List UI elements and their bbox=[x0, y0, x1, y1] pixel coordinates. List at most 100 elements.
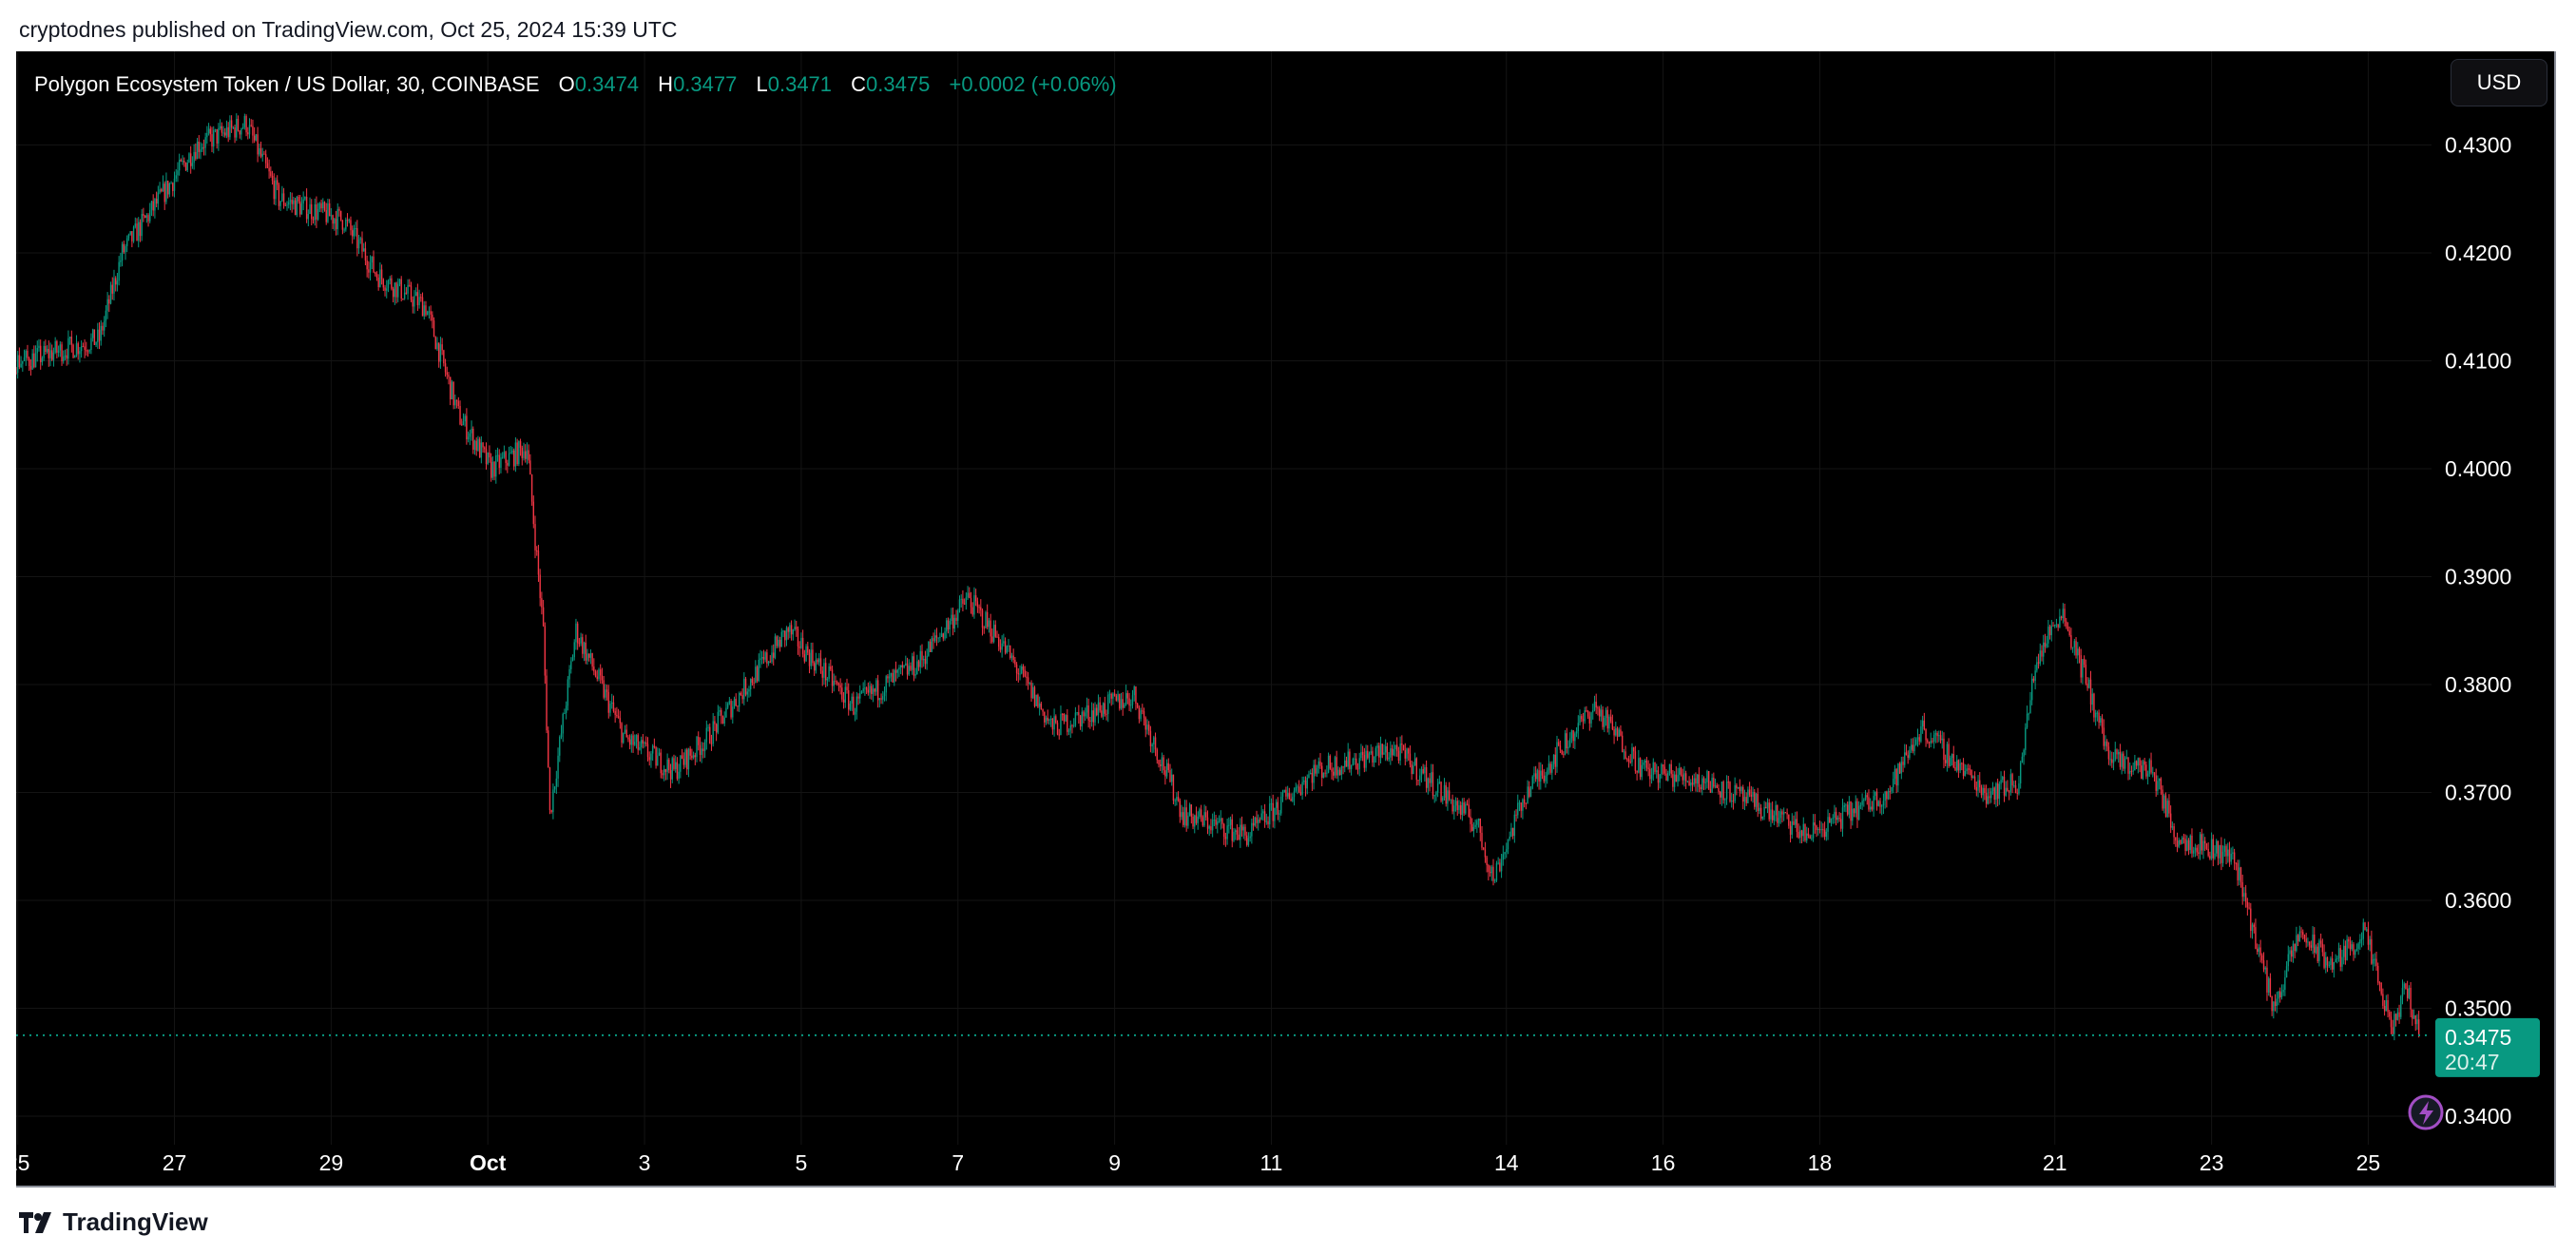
candle-body bbox=[2032, 678, 2035, 682]
candle-body bbox=[2289, 950, 2291, 955]
candle-body bbox=[2100, 718, 2102, 724]
candle-body bbox=[2346, 938, 2348, 960]
candle-body bbox=[1267, 821, 1269, 825]
candle-body bbox=[1657, 770, 1660, 783]
candle-body bbox=[1032, 686, 1034, 699]
candle-body bbox=[1754, 791, 1756, 807]
candle-body bbox=[1110, 693, 1112, 699]
candle-body bbox=[2377, 965, 2379, 983]
x-tick-label: 25 bbox=[2356, 1150, 2381, 1175]
candle-body bbox=[526, 450, 529, 459]
candle-body bbox=[507, 462, 509, 466]
candle-body bbox=[1781, 811, 1783, 815]
candle-body bbox=[420, 297, 422, 299]
candle-body bbox=[237, 118, 240, 131]
candle-body bbox=[913, 656, 915, 676]
candle-body bbox=[1128, 698, 1130, 706]
candle-body bbox=[1641, 764, 1643, 778]
candle-body bbox=[1454, 801, 1457, 806]
candle-body bbox=[421, 297, 424, 317]
candle-body bbox=[511, 450, 513, 454]
candle-body bbox=[1968, 768, 1970, 770]
candle-body bbox=[955, 617, 957, 622]
candle-body bbox=[2348, 938, 2350, 942]
candle-body bbox=[279, 201, 281, 206]
candle-body bbox=[186, 162, 188, 171]
candle-body bbox=[2083, 659, 2086, 666]
candle-body bbox=[1472, 826, 1475, 831]
candle-body bbox=[2387, 1000, 2389, 1013]
candle-body bbox=[400, 279, 402, 299]
candle-body bbox=[2094, 712, 2097, 718]
candle-body bbox=[291, 200, 293, 204]
candle-body bbox=[587, 653, 590, 658]
candle-body bbox=[288, 202, 290, 205]
candle-body bbox=[653, 745, 656, 747]
candle-body bbox=[257, 134, 259, 155]
candle-body bbox=[1301, 782, 1303, 795]
candle-body bbox=[1848, 801, 1851, 815]
candle-body bbox=[1570, 730, 1573, 739]
candle-body bbox=[1288, 793, 1291, 800]
candle-body bbox=[939, 636, 941, 638]
candle-body bbox=[2077, 648, 2079, 656]
candle-body bbox=[2186, 840, 2188, 851]
candle-body bbox=[1649, 768, 1651, 780]
candle-body bbox=[1215, 820, 1217, 825]
candle-body bbox=[578, 643, 581, 645]
candle-body bbox=[2227, 849, 2229, 857]
currency-button[interactable]: USD bbox=[2451, 59, 2547, 106]
candle-body bbox=[1989, 796, 1990, 799]
candle-body bbox=[1306, 777, 1308, 789]
candle-body bbox=[1254, 817, 1256, 826]
candle-body bbox=[696, 737, 698, 758]
open-value: 0.3474 bbox=[574, 72, 640, 96]
candlestick-chart[interactable]: 0.347520:470.34000.35000.36000.37000.380… bbox=[16, 51, 2556, 1187]
tradingview-logo[interactable]: TradingView bbox=[19, 1207, 208, 1237]
candle-body bbox=[774, 636, 777, 658]
candle-body bbox=[2339, 948, 2341, 967]
candle-body bbox=[2091, 693, 2093, 705]
candle-body bbox=[2047, 627, 2049, 644]
candle-body bbox=[753, 683, 755, 685]
candle-body bbox=[530, 474, 533, 502]
candle-body bbox=[2294, 943, 2296, 952]
candle-body bbox=[2007, 787, 2009, 792]
candle-body bbox=[1040, 703, 1043, 710]
candle-body bbox=[338, 208, 340, 211]
candle-body bbox=[1789, 825, 1792, 835]
candle-body bbox=[1115, 695, 1118, 701]
candle-body bbox=[485, 449, 488, 464]
candle-body bbox=[1210, 826, 1212, 831]
candle-body bbox=[512, 450, 515, 467]
candle-body bbox=[1682, 774, 1683, 781]
candle-body bbox=[1188, 804, 1191, 816]
candle-body bbox=[77, 343, 79, 355]
candle-body bbox=[1853, 808, 1855, 814]
candle-body bbox=[1211, 820, 1214, 831]
x-tick-label: 25 bbox=[16, 1150, 29, 1175]
candle-body bbox=[883, 692, 886, 697]
candle-body bbox=[1192, 816, 1194, 827]
candle-body bbox=[1884, 791, 1886, 801]
candle-body bbox=[145, 215, 148, 219]
candle-body bbox=[193, 151, 195, 164]
candle-body bbox=[93, 329, 96, 345]
x-tick-label: 29 bbox=[319, 1150, 344, 1175]
chart-panel[interactable]: 0.3475 20:47 0.3400 0.3500 0.3600 0.3700 0.380… bbox=[16, 51, 2556, 1187]
candle-body bbox=[1442, 797, 1444, 801]
candle-body bbox=[2052, 625, 2054, 627]
candle-body bbox=[571, 657, 574, 662]
candle-body bbox=[36, 347, 38, 354]
candle-body bbox=[1525, 802, 1528, 804]
candle-body bbox=[717, 711, 720, 733]
x-tick-label: 7 bbox=[952, 1150, 964, 1175]
candle-body bbox=[2060, 616, 2063, 619]
flash-icon[interactable] bbox=[2408, 1094, 2444, 1130]
candle-body bbox=[1684, 773, 1687, 782]
candle-body bbox=[143, 214, 144, 216]
candle-body bbox=[898, 666, 900, 670]
candle-body bbox=[1809, 835, 1811, 840]
candle-body bbox=[1165, 763, 1168, 777]
candle-body bbox=[348, 220, 350, 222]
